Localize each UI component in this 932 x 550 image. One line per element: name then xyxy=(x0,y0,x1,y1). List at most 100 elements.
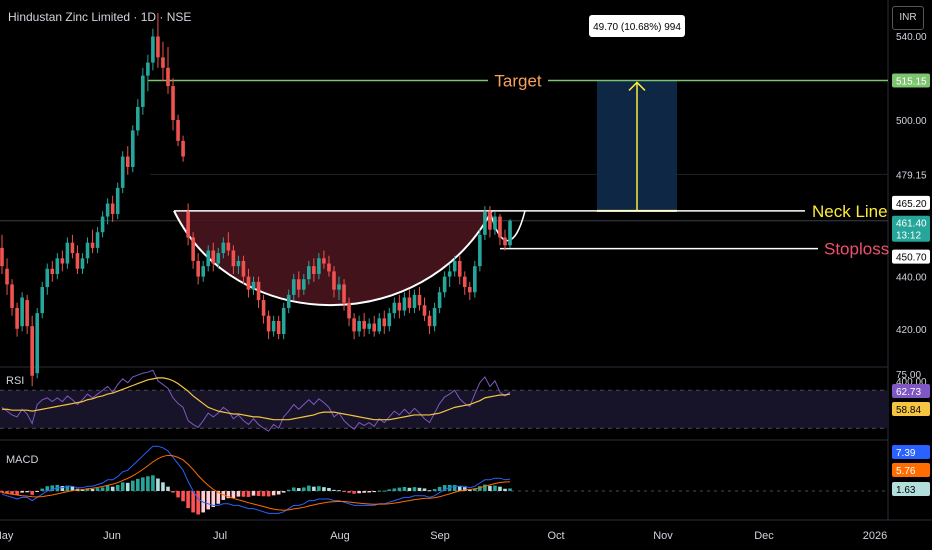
candle-body xyxy=(15,307,19,329)
macd-hist-bar xyxy=(115,484,120,491)
macd-hist-bar xyxy=(221,491,226,500)
candle-body xyxy=(276,320,281,335)
candle-body xyxy=(251,281,256,290)
price-badge-label: 465.20 xyxy=(896,199,927,210)
candle-body xyxy=(266,315,271,332)
macd-hist-bar xyxy=(105,485,110,491)
macd-hist-bar xyxy=(291,487,296,491)
candle-body xyxy=(231,250,236,267)
macd-hist-bar xyxy=(100,487,105,491)
candle-body xyxy=(432,307,437,327)
candle-body xyxy=(296,279,301,290)
macd-hist-bar xyxy=(276,491,281,495)
candle-body xyxy=(125,156,130,167)
candle-body xyxy=(0,247,4,267)
macd-hist-bar xyxy=(141,477,145,491)
price-badge xyxy=(892,73,930,88)
candle-body xyxy=(322,258,326,264)
candle-body xyxy=(256,281,261,301)
candle-body xyxy=(387,313,392,327)
candle-body xyxy=(327,263,331,272)
macd-hist-bar xyxy=(251,491,256,496)
macd-hist-bar xyxy=(302,487,306,491)
candle-body xyxy=(317,258,321,274)
candle-body xyxy=(20,297,24,327)
macd-hist-bar xyxy=(125,482,130,491)
candle-body xyxy=(332,271,336,290)
candle-body xyxy=(382,318,387,327)
candle-body xyxy=(452,260,457,272)
candle-body xyxy=(362,320,366,329)
candle-body xyxy=(90,242,95,248)
macd-hist-bar xyxy=(407,487,412,491)
rsi-line xyxy=(1,369,511,432)
x-tick-label: May xyxy=(0,530,14,542)
macd-hist-bar xyxy=(367,491,371,493)
candle-body xyxy=(337,284,341,290)
currency-button[interactable]: INR xyxy=(892,6,924,30)
target-label: Target xyxy=(494,71,542,90)
macd-hist-bar xyxy=(457,486,462,491)
candle-body xyxy=(312,266,316,274)
candle-body xyxy=(377,318,382,332)
macd-hist-bar xyxy=(347,491,351,493)
price-badge-label: 450.70 xyxy=(896,253,927,264)
macd-hist-bar xyxy=(136,478,140,491)
rsi-ma-line xyxy=(2,377,511,421)
x-tick-label: Sep xyxy=(430,530,450,542)
candle-body xyxy=(498,216,502,238)
macd-hist-bar xyxy=(508,488,512,491)
macd-hist-bar xyxy=(206,491,211,510)
macd-hist-bar xyxy=(35,491,40,492)
y-tick-label: 440.00 xyxy=(896,273,927,284)
rsi-ma-badge xyxy=(892,402,930,416)
macd-hist-bar xyxy=(65,485,70,491)
candle-body xyxy=(422,305,427,316)
macd-hist-bar xyxy=(45,486,50,491)
candle-body xyxy=(60,258,65,264)
rsi-ma-value-label: 58.84 xyxy=(896,405,921,416)
macd-hist-bar xyxy=(387,489,392,491)
price-badge xyxy=(892,215,930,242)
macd-hist-bar xyxy=(25,491,29,493)
macd-pane-label: MACD xyxy=(6,454,39,466)
candle-body xyxy=(402,297,407,311)
macd-hist-bar xyxy=(181,491,185,502)
rsi-pane-label: RSI xyxy=(6,375,25,387)
macd-hist-bar xyxy=(226,491,231,499)
candle-body xyxy=(65,242,70,264)
macd-hist-bar xyxy=(442,485,447,491)
macd-hist-bar xyxy=(462,487,467,491)
candle-body xyxy=(503,237,507,246)
candle-body xyxy=(95,232,100,248)
candle-body xyxy=(307,266,311,280)
candle-body xyxy=(115,187,120,214)
macd-hist-bar xyxy=(342,491,346,492)
candle-body xyxy=(478,234,482,267)
macd-hist-bar xyxy=(161,482,165,491)
macd-hist-bar xyxy=(20,491,24,493)
candle-body xyxy=(186,211,190,238)
candle-body xyxy=(75,253,80,269)
x-tick-label: Jul xyxy=(213,530,227,542)
candle-body xyxy=(141,75,145,107)
signal-value-badge xyxy=(892,463,930,477)
price-badge-label: 461.40 xyxy=(896,219,927,230)
candle-body xyxy=(488,211,492,230)
macd-hist-bar xyxy=(352,491,356,494)
candle-body xyxy=(291,279,296,295)
macd-hist-bar xyxy=(231,491,236,499)
price-badge xyxy=(892,249,930,264)
macd-hist-bar xyxy=(186,491,190,509)
candle-body xyxy=(120,156,125,188)
rsi-level-label: 75.00 xyxy=(896,370,921,381)
macd-hist-bar xyxy=(60,486,65,491)
macd-hist-bar xyxy=(166,486,170,491)
candle-body xyxy=(55,258,60,274)
macd-hist-bar xyxy=(452,484,457,491)
candle-body xyxy=(70,242,75,254)
measure-label-box xyxy=(589,15,685,37)
macd-hist-bar xyxy=(307,485,311,491)
price-badge-sublabel: 13:12 xyxy=(896,231,921,242)
